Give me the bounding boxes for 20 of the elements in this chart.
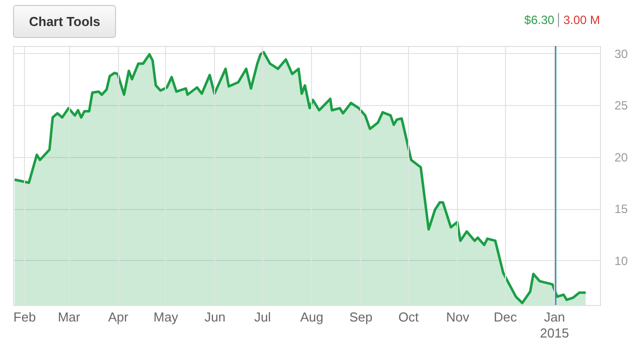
y-tick-label: 10 [614, 254, 628, 268]
text: 3.00 M [563, 13, 600, 27]
y-tick-label: 15 [614, 202, 628, 216]
chart-tools-button: Chart Tools [13, 5, 116, 38]
x-tick-label: Dec [494, 310, 518, 324]
x-tick-label: Nov [446, 310, 470, 324]
x-tick-label: May [154, 310, 179, 324]
x-tick-label: Mar [58, 310, 81, 324]
y-tick-label: 20 [614, 150, 628, 164]
y-tick-label: 30 [614, 46, 628, 61]
x-tick-label: Jul [254, 310, 271, 324]
text: $6.30 [524, 13, 554, 27]
x-tick-label: Jun [204, 310, 226, 324]
y-tick-label: 25 [614, 98, 628, 113]
x-tick-label: Jan 2015 [540, 310, 569, 340]
x-tick-label: Feb [13, 310, 36, 324]
x-tick-label: Sep [349, 310, 373, 324]
x-tick-label: Oct [398, 310, 420, 324]
x-tick-label: Aug [300, 310, 324, 324]
x-tick-label: Apr [108, 310, 129, 324]
